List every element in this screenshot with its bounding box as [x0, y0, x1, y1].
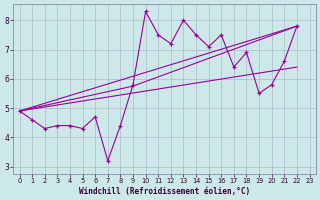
X-axis label: Windchill (Refroidissement éolien,°C): Windchill (Refroidissement éolien,°C)	[79, 187, 250, 196]
